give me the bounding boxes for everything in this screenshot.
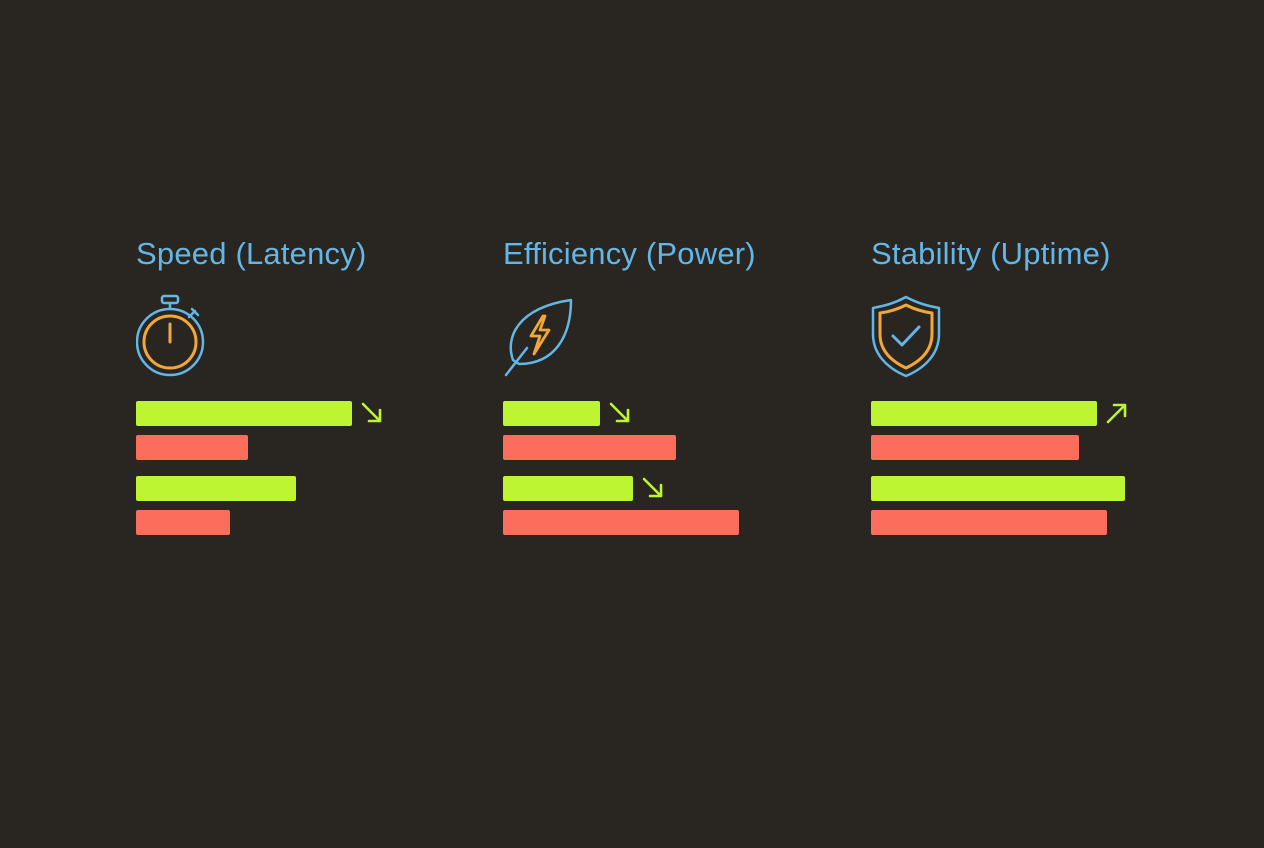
stability-title: Stability (Uptime) (871, 236, 1111, 271)
stability-bars (871, 401, 1127, 535)
efficiency-bar-1-red (503, 435, 676, 460)
leaf-lightning-icon (504, 298, 573, 377)
efficiency-trend-down-arrow-icon (642, 477, 663, 498)
stability-bar-2-red (871, 510, 1107, 535)
speed-trend-down-arrow-icon (361, 402, 382, 423)
efficiency-trend-down-arrow-icon (609, 402, 630, 423)
speed-bar-1-green (136, 401, 352, 426)
efficiency-bar-2-red (503, 510, 739, 535)
speed-bars (136, 401, 382, 535)
shield-check-icon (871, 295, 941, 378)
stopwatch-icon (136, 294, 205, 377)
stability-bar-2-green (871, 476, 1125, 501)
stability-panel: Stability (Uptime) (871, 232, 1201, 552)
efficiency-bar-2-green (503, 476, 633, 501)
stability-bar-1-red (871, 435, 1079, 460)
stability-trend-up-arrow-icon (1106, 403, 1127, 424)
speed-bar-1-red (136, 435, 248, 460)
speed-bar-2-green (136, 476, 296, 501)
efficiency-bars (503, 401, 739, 535)
stability-bar-1-green (871, 401, 1097, 426)
speed-panel: Speed (Latency) (136, 232, 466, 552)
efficiency-bar-1-green (503, 401, 600, 426)
efficiency-title: Efficiency (Power) (503, 236, 756, 271)
speed-bar-2-red (136, 510, 230, 535)
speed-title: Speed (Latency) (136, 236, 367, 271)
efficiency-panel: Efficiency (Power) (503, 232, 833, 552)
